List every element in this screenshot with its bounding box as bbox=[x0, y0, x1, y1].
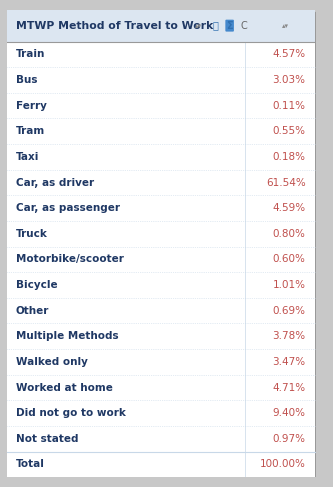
Text: 0.97%: 0.97% bbox=[272, 434, 305, 444]
FancyBboxPatch shape bbox=[7, 298, 315, 323]
FancyBboxPatch shape bbox=[7, 118, 315, 144]
Text: 1.01%: 1.01% bbox=[272, 280, 305, 290]
Text: C: C bbox=[240, 20, 247, 31]
Text: 4.57%: 4.57% bbox=[272, 49, 305, 59]
Text: Walked only: Walked only bbox=[16, 357, 88, 367]
Text: Taxi: Taxi bbox=[16, 152, 39, 162]
FancyBboxPatch shape bbox=[7, 272, 315, 298]
FancyBboxPatch shape bbox=[7, 144, 315, 169]
FancyBboxPatch shape bbox=[7, 400, 315, 426]
Text: 0.11%: 0.11% bbox=[272, 101, 305, 111]
Text: Train: Train bbox=[16, 49, 45, 59]
Text: Worked at home: Worked at home bbox=[16, 383, 113, 393]
Text: Multiple Methods: Multiple Methods bbox=[16, 331, 119, 341]
Text: 3.47%: 3.47% bbox=[272, 357, 305, 367]
FancyBboxPatch shape bbox=[7, 10, 315, 41]
Text: 3.03%: 3.03% bbox=[272, 75, 305, 85]
FancyBboxPatch shape bbox=[7, 323, 315, 349]
Text: ▴▾: ▴▾ bbox=[282, 22, 289, 29]
FancyBboxPatch shape bbox=[7, 451, 315, 477]
Text: MTWP Method of Travel to Work: MTWP Method of Travel to Work bbox=[16, 20, 213, 31]
Text: 0.80%: 0.80% bbox=[273, 229, 305, 239]
Text: Car, as driver: Car, as driver bbox=[16, 177, 94, 187]
FancyBboxPatch shape bbox=[11, 17, 316, 484]
FancyBboxPatch shape bbox=[7, 349, 315, 375]
Text: Other: Other bbox=[16, 306, 49, 316]
Text: 0.60%: 0.60% bbox=[273, 254, 305, 264]
Text: Σ: Σ bbox=[226, 20, 233, 31]
Text: Total: Total bbox=[16, 459, 45, 469]
FancyBboxPatch shape bbox=[7, 41, 315, 67]
FancyBboxPatch shape bbox=[7, 221, 315, 246]
FancyBboxPatch shape bbox=[7, 67, 315, 93]
Text: Truck: Truck bbox=[16, 229, 48, 239]
FancyBboxPatch shape bbox=[7, 93, 315, 118]
Text: Not stated: Not stated bbox=[16, 434, 79, 444]
FancyBboxPatch shape bbox=[7, 169, 315, 195]
Text: 4.71%: 4.71% bbox=[272, 383, 305, 393]
Text: 0.18%: 0.18% bbox=[272, 152, 305, 162]
Text: 61.54%: 61.54% bbox=[266, 177, 305, 187]
Text: 9.40%: 9.40% bbox=[272, 408, 305, 418]
Text: ⓘ: ⓘ bbox=[213, 20, 219, 31]
Text: Did not go to work: Did not go to work bbox=[16, 408, 126, 418]
FancyBboxPatch shape bbox=[7, 375, 315, 400]
Text: 4.59%: 4.59% bbox=[272, 203, 305, 213]
FancyBboxPatch shape bbox=[7, 195, 315, 221]
Text: Bus: Bus bbox=[16, 75, 37, 85]
Text: ▴▾: ▴▾ bbox=[195, 22, 202, 29]
Text: 100.00%: 100.00% bbox=[260, 459, 305, 469]
FancyBboxPatch shape bbox=[7, 246, 315, 272]
FancyBboxPatch shape bbox=[7, 12, 315, 477]
Text: 0.69%: 0.69% bbox=[272, 306, 305, 316]
Text: Ferry: Ferry bbox=[16, 101, 47, 111]
Text: Car, as passenger: Car, as passenger bbox=[16, 203, 120, 213]
Text: Bicycle: Bicycle bbox=[16, 280, 58, 290]
Text: 0.55%: 0.55% bbox=[272, 126, 305, 136]
Text: 3.78%: 3.78% bbox=[272, 331, 305, 341]
Text: Motorbike/scooter: Motorbike/scooter bbox=[16, 254, 124, 264]
Text: Tram: Tram bbox=[16, 126, 45, 136]
FancyBboxPatch shape bbox=[7, 426, 315, 451]
